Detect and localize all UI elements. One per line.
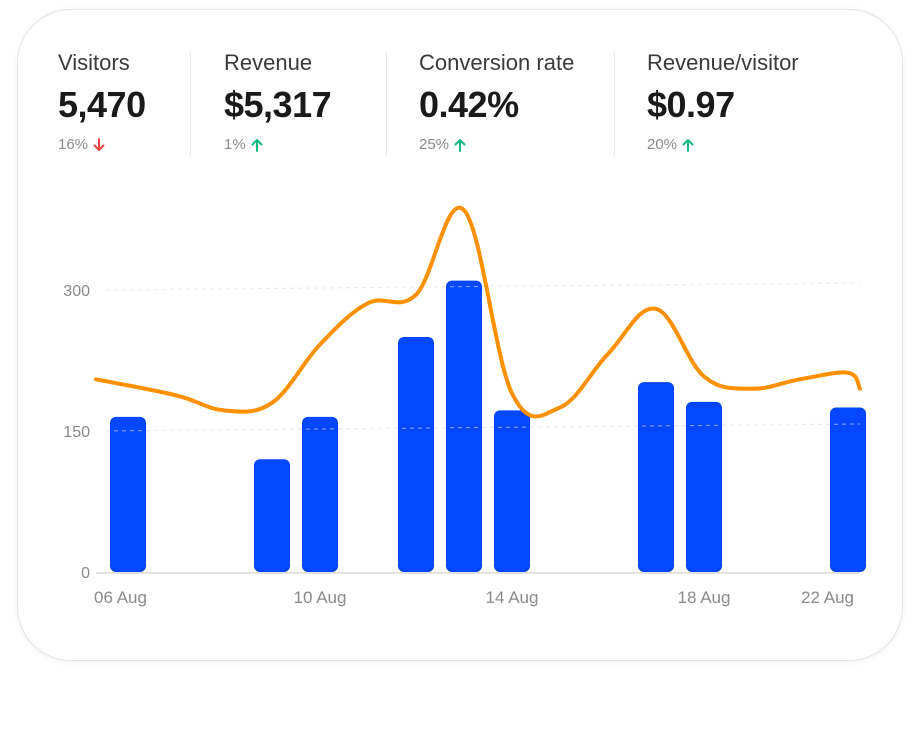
gridline-overlay [105,282,861,291]
stat-label: Conversion rate [419,50,575,75]
x-tick-label: 18 Aug [678,588,731,607]
bar[interactable] [398,337,434,572]
stats-row: Visitors 5,470 16% Revenue $5,317 1% Con… [18,50,902,162]
stat-divider [190,52,191,156]
stat-value: 0.42% [419,84,519,125]
stat-change-text: 25% [419,136,450,153]
stat-change: 16% [58,136,106,153]
stat-divider [386,52,387,156]
line-layer [94,205,862,419]
x-tick-label: 14 Aug [486,588,539,607]
arrow-up-icon [682,138,694,152]
x-tick-label: 10 Aug [294,588,347,607]
stat-label: Revenue/visitor [647,50,799,75]
arrow-up-icon [251,138,263,152]
y-tick-label: 150 [63,424,90,441]
y-tick-label: 0 [81,565,90,582]
gridline-overlay [105,423,861,432]
bar[interactable] [446,280,482,572]
stat-value: $5,317 [224,84,332,125]
x-tick-label: 22 Aug [801,588,854,607]
stat-value: $0.97 [647,84,735,125]
bar[interactable] [110,416,146,572]
stat-change: 20% [647,136,695,153]
stat-change-text: 1% [224,136,246,153]
arrow-up-icon [454,138,466,152]
y-tick-label: 300 [63,283,90,300]
bar[interactable] [254,459,290,572]
stat-change: 1% [224,136,264,153]
stat-value: 5,470 [58,84,146,125]
bar[interactable] [302,416,338,572]
stat-divider [614,52,615,156]
x-tick-label: 06 Aug [94,588,147,607]
bar[interactable] [494,410,530,572]
bar[interactable] [830,407,866,573]
arrow-down-icon [93,137,105,151]
stat-label: Revenue [224,50,313,75]
stat-label: Visitors [58,50,130,75]
tick-layer: 0 150 300 06 Aug 10 Aug 14 Aug 18 Aug 22 Aug [63,283,854,607]
bar[interactable] [638,382,674,572]
bar[interactable] [686,401,722,572]
bar-layer [105,280,866,573]
stat-change-text: 16% [58,136,89,153]
stat-change-text: 20% [647,136,678,153]
revenue-line[interactable] [94,205,862,419]
stat-change: 25% [419,136,467,153]
